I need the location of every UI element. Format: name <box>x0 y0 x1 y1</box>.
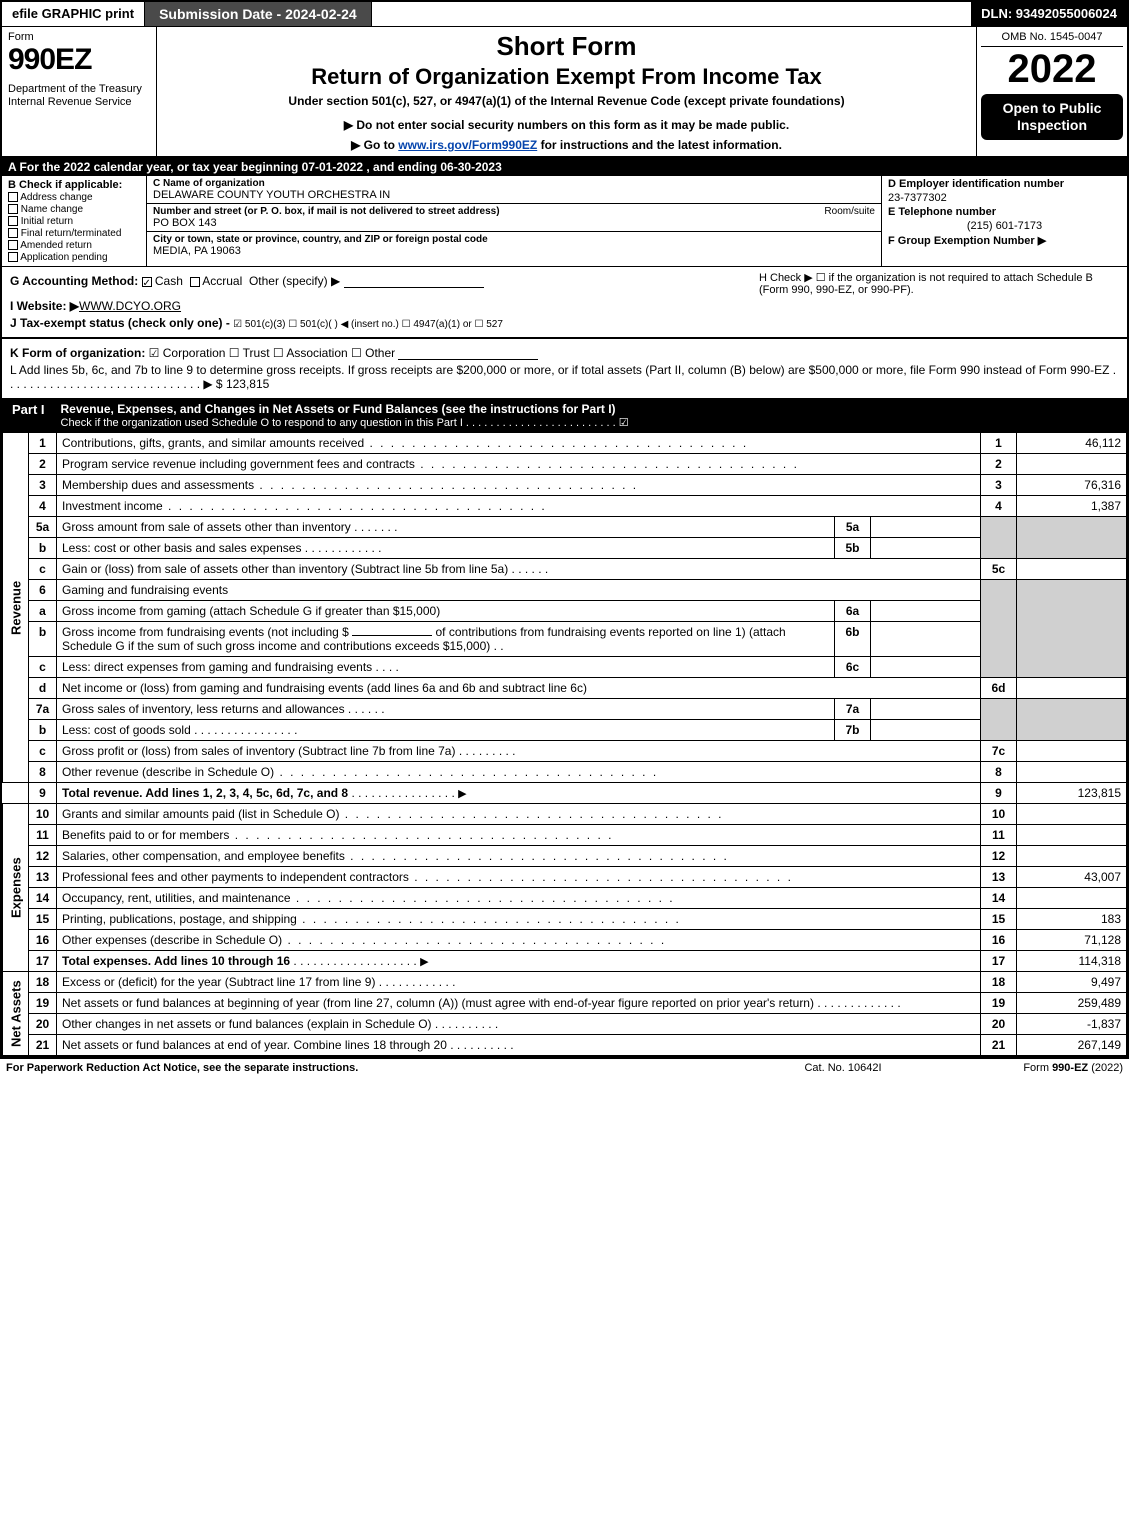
under-section-text: Under section 501(c), 527, or 4947(a)(1)… <box>165 94 968 108</box>
tax-year: 2022 <box>981 47 1123 92</box>
dln-label: DLN: 93492055006024 <box>971 2 1127 26</box>
k-form-org: K Form of organization: ☑ Corporation ☐ … <box>10 346 1119 360</box>
form-header: Form 990EZ Department of the Treasury In… <box>2 27 1127 158</box>
l-gross-receipts: L Add lines 5b, 6c, and 7b to line 9 to … <box>10 363 1119 391</box>
expenses-label: Expenses <box>3 804 29 972</box>
top-bar: efile GRAPHIC print Submission Date - 20… <box>2 2 1127 27</box>
cb-initial-return[interactable]: Initial return <box>8 216 140 227</box>
i-website: I Website: ▶WWW.DCYO.ORG <box>10 299 1119 313</box>
part-i-subtitle: Check if the organization used Schedule … <box>61 416 1121 429</box>
website-link[interactable]: WWW.DCYO.ORG <box>79 299 181 313</box>
ein-value: 23-7377302 <box>888 192 1121 204</box>
open-inspection-badge: Open to Public Inspection <box>981 94 1123 140</box>
part-i-header: Part I Revenue, Expenses, and Changes in… <box>2 399 1127 432</box>
e-phone-label: E Telephone number <box>888 206 1121 218</box>
netassets-label: Net Assets <box>3 972 29 1056</box>
efile-label: efile GRAPHIC print <box>2 2 145 26</box>
department-label: Department of the Treasury Internal Reve… <box>8 83 150 109</box>
form-ref: Form 990-EZ (2022) <box>943 1062 1123 1074</box>
j-tax-exempt: J Tax-exempt status (check only one) - ☑… <box>10 316 1119 330</box>
cb-application-pending[interactable]: Application pending <box>8 252 140 263</box>
c-name-label: C Name of organization <box>153 178 875 189</box>
org-name: DELAWARE COUNTY YOUTH ORCHESTRA IN <box>153 189 875 201</box>
form-word: Form <box>8 31 150 43</box>
cb-cash[interactable] <box>142 277 152 287</box>
submission-date: Submission Date - 2024-02-24 <box>145 2 372 26</box>
cb-address-change[interactable]: Address change <box>8 192 140 203</box>
cat-number: Cat. No. 10642I <box>743 1062 943 1074</box>
part-i-table: Revenue 1 Contributions, gifts, grants, … <box>2 432 1127 1056</box>
goto-post: for instructions and the latest informat… <box>537 138 782 152</box>
ssn-warning: ▶ Do not enter social security numbers o… <box>165 118 968 132</box>
h-schedule-b: H Check ▶ ☐ if the organization is not r… <box>759 271 1119 296</box>
part-i-title: Revenue, Expenses, and Changes in Net As… <box>61 402 616 416</box>
cb-accrual[interactable] <box>190 277 200 287</box>
cb-amended-return[interactable]: Amended return <box>8 240 140 251</box>
return-title: Return of Organization Exempt From Incom… <box>165 64 968 90</box>
cb-final-return[interactable]: Final return/terminated <box>8 228 140 239</box>
irs-link[interactable]: www.irs.gov/Form990EZ <box>398 138 537 152</box>
goto-line: ▶ Go to www.irs.gov/Form990EZ for instru… <box>165 138 968 152</box>
section-b: B Check if applicable: Address change Na… <box>2 176 147 266</box>
cb-name-change[interactable]: Name change <box>8 204 140 215</box>
footer: For Paperwork Reduction Act Notice, see … <box>0 1058 1129 1077</box>
city-state-zip: MEDIA, PA 19063 <box>153 245 875 257</box>
form-number: 990EZ <box>8 43 150 77</box>
room-suite-label: Room/suite <box>824 206 875 217</box>
d-ein-label: D Employer identification number <box>888 178 1121 190</box>
street-address: PO BOX 143 <box>153 217 875 229</box>
b-title: B Check if applicable: <box>8 179 140 191</box>
short-form-title: Short Form <box>165 31 968 62</box>
f-group-label: F Group Exemption Number ▶ <box>888 234 1121 247</box>
revenue-label: Revenue <box>3 433 29 783</box>
section-def: D Employer identification number 23-7377… <box>882 176 1127 266</box>
row-a-taxyear: A For the 2022 calendar year, or tax yea… <box>2 158 1127 176</box>
omb-number: OMB No. 1545-0047 <box>981 31 1123 47</box>
section-c: C Name of organization DELAWARE COUNTY Y… <box>147 176 882 266</box>
part-i-tab: Part I <box>2 399 55 432</box>
goto-pre: ▶ Go to <box>351 138 398 152</box>
paperwork-notice: For Paperwork Reduction Act Notice, see … <box>6 1062 743 1074</box>
phone-value: (215) 601-7173 <box>888 220 1121 232</box>
c-city-label: City or town, state or province, country… <box>153 234 875 245</box>
c-street-label: Number and street (or P. O. box, if mail… <box>153 206 875 217</box>
